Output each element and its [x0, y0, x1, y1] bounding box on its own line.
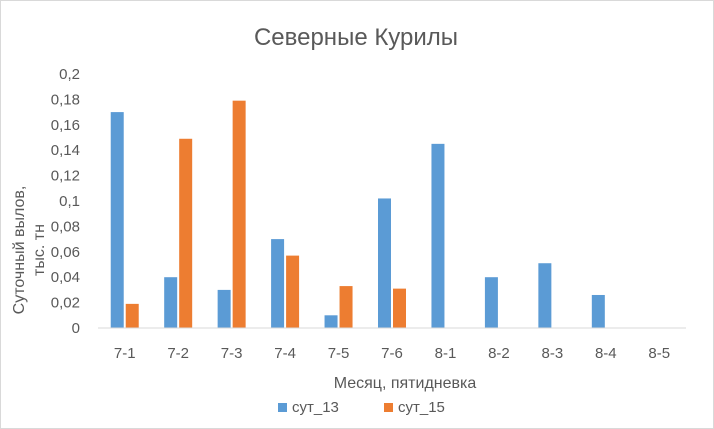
- legend: сут_13 сут_15: [278, 399, 445, 416]
- bar-сут15-7-1: [125, 303, 139, 328]
- bar-сут13-7-6: [378, 198, 391, 328]
- x-tick-label: 8-2: [488, 345, 510, 362]
- bar-сут15-7-5: [339, 286, 353, 328]
- bar-сут13-8-2: [484, 277, 498, 328]
- x-tick-label: 8-3: [542, 345, 564, 362]
- y-tick-label: 0,14: [51, 142, 80, 159]
- x-tick-label: 7-6: [381, 345, 403, 362]
- x-tick-label: 7-3: [221, 345, 243, 362]
- bar-сут15-7-2: [179, 138, 193, 328]
- bar-сут13-7-5: [324, 315, 338, 328]
- bar-сут13-8-4: [591, 294, 605, 328]
- y-tick-label: 0,06: [51, 244, 80, 261]
- x-tick-label: 7-5: [328, 345, 350, 362]
- bar-сут13-8-1: [431, 143, 445, 328]
- bar-сут15-7-4: [286, 255, 300, 328]
- x-tick-label: 7-4: [274, 345, 296, 362]
- x-tick-label: 8-1: [435, 345, 457, 362]
- y-tick-label: 0,02: [51, 295, 80, 312]
- legend-swatch-sut15: [384, 403, 393, 412]
- legend-label-sut13: сут_13: [292, 399, 339, 416]
- bar-сут15-7-3: [232, 100, 246, 328]
- x-tick-label: 8-4: [595, 345, 617, 362]
- y-tick-label: 0,2: [59, 66, 80, 83]
- x-tick-label: 7-2: [167, 345, 189, 362]
- x-tick-label: 7-1: [114, 345, 136, 362]
- bar-сут13-8-3: [538, 263, 552, 328]
- bar-сут13-7-1: [110, 112, 124, 328]
- bar-сут13-7-3: [217, 289, 231, 328]
- x-axis-title: Месяц, пятидневка: [334, 375, 477, 392]
- x-tick-label: 8-5: [648, 345, 670, 362]
- y-tick-label: 0,16: [51, 117, 80, 134]
- y-axis-title-line1: Суточный вылов,: [11, 186, 28, 315]
- y-tick-label: 0,12: [51, 168, 80, 185]
- y-tick-label: 0,08: [51, 218, 80, 235]
- bar-сут13-7-4: [271, 239, 285, 328]
- y-tick-label: 0,18: [51, 91, 80, 108]
- legend-swatch-sut13: [278, 403, 287, 412]
- y-tick-label: 0,04: [51, 269, 80, 286]
- x-axis-ticks: 7-1 7-2 7-3 7-4 7-5 7-6 8-1 8-2 8-3 8-4 8-5: [114, 345, 670, 362]
- bars: [110, 100, 605, 328]
- y-tick-label: 0: [72, 320, 80, 337]
- bar-сут13-7-2: [164, 277, 178, 328]
- y-axis-ticks: 0 0,02 0,04 0,06 0,08 0,1 0,12 0,14 0,16 0,18 0,2: [51, 66, 80, 337]
- legend-label-sut15: сут_15: [398, 399, 445, 416]
- y-tick-label: 0,1: [59, 193, 80, 210]
- bar-сут15-7-6: [393, 288, 406, 328]
- chart-title: Северные Курилы: [254, 24, 458, 51]
- y-axis-title-line2: тыс. тн: [31, 224, 48, 276]
